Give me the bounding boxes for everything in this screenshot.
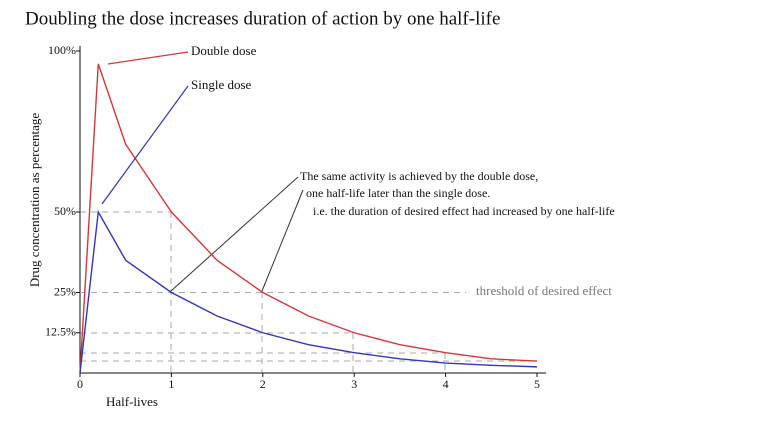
legend-label: Single dose bbox=[191, 77, 252, 92]
legend-label: Double dose bbox=[191, 43, 257, 58]
x-tick-label: 1 bbox=[168, 377, 174, 391]
x-tick-label: 2 bbox=[260, 377, 266, 391]
y-tick-label: 12.5% bbox=[45, 325, 76, 339]
annotation: i.e. the duration of desired effect had … bbox=[313, 204, 615, 218]
y-tick-label: 100% bbox=[48, 43, 76, 57]
legend-pointer bbox=[101, 85, 189, 205]
x-tick-label: 0 bbox=[77, 377, 83, 391]
threshold-label: threshold of desired effect bbox=[476, 283, 612, 298]
y-axis-label: Drug concentration as percentage bbox=[27, 113, 42, 288]
x-tick-label: 3 bbox=[351, 377, 357, 391]
series-line bbox=[79, 63, 538, 374]
pointer bbox=[170, 176, 299, 292]
x-axis-label: Half-lives bbox=[106, 394, 158, 409]
y-tick-label: 25% bbox=[54, 284, 76, 298]
annotation: The same activity is achieved by the dou… bbox=[300, 169, 538, 183]
y-tick-label: 50% bbox=[54, 204, 76, 218]
x-tick-label: 4 bbox=[443, 377, 449, 391]
annotation: one half-life later than the single dose… bbox=[306, 186, 490, 200]
chart-title: Doubling the dose increases duration of … bbox=[25, 8, 500, 29]
legend-pointer bbox=[107, 51, 189, 65]
series-line bbox=[79, 209, 538, 374]
x-tick-label: 5 bbox=[534, 377, 540, 391]
pointer bbox=[261, 189, 304, 292]
